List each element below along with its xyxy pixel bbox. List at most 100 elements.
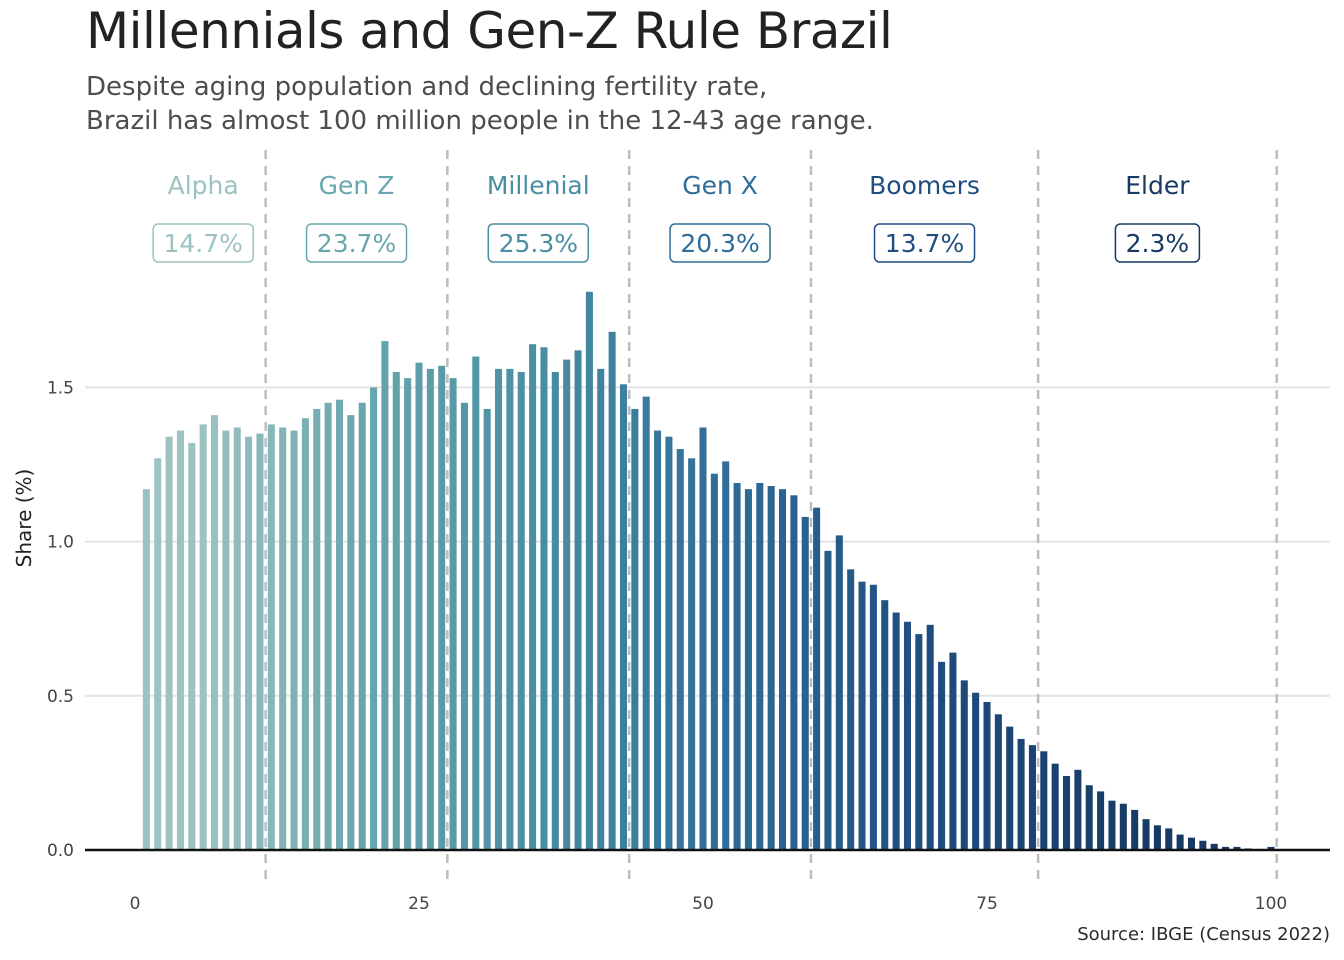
- bar: [415, 362, 423, 850]
- bar: [619, 384, 628, 850]
- generation-share-label: 2.3%: [1126, 229, 1190, 258]
- generation-share-label: 25.3%: [499, 229, 578, 258]
- bar: [279, 427, 287, 850]
- bar: [892, 612, 900, 850]
- bar: [926, 624, 934, 850]
- bar: [699, 427, 707, 850]
- bar: [790, 495, 798, 850]
- bar: [597, 368, 605, 850]
- generation-name: Boomers: [869, 171, 980, 200]
- generation-name: Gen X: [682, 171, 758, 200]
- bar: [210, 415, 219, 850]
- bar: [460, 402, 468, 850]
- bar: [199, 424, 207, 850]
- bar: [608, 331, 616, 850]
- bar: [256, 433, 264, 850]
- bar: [903, 621, 912, 850]
- subtitle-line-2: Brazil has almost 100 million people in …: [86, 106, 874, 136]
- generation-name: Gen Z: [319, 171, 395, 200]
- bar: [1165, 828, 1173, 850]
- bar: [472, 356, 480, 850]
- bar: [392, 371, 400, 850]
- generation-separators: [264, 150, 1278, 884]
- bar: [722, 461, 730, 850]
- bar: [756, 482, 764, 850]
- bar: [313, 408, 321, 850]
- bar: [744, 489, 752, 850]
- bar: [1085, 785, 1093, 850]
- bar: [563, 359, 571, 850]
- bar: [290, 430, 298, 850]
- bar: [847, 569, 855, 850]
- x-tick-label: 0: [130, 894, 141, 914]
- bar: [835, 535, 843, 850]
- bar: [1097, 791, 1105, 850]
- bar: [358, 402, 366, 850]
- bar: [915, 634, 923, 850]
- bar: [165, 436, 173, 850]
- bar: [676, 449, 684, 850]
- x-tick-label: 75: [976, 894, 998, 914]
- generation-share-box: [669, 223, 771, 263]
- bar: [960, 680, 968, 850]
- chart-title: Millennials and Gen-Z Rule Brazil: [86, 2, 893, 60]
- bar: [881, 600, 889, 850]
- bar: [1199, 840, 1207, 850]
- bar: [972, 692, 980, 850]
- bar: [483, 408, 491, 850]
- bar: [654, 430, 662, 850]
- bar: [188, 442, 196, 850]
- bar: [222, 430, 230, 850]
- bar: [1051, 763, 1059, 850]
- y-axis-ticks: 0.0 0.5 1.0 1.5: [47, 378, 74, 861]
- generation-name: Elder: [1125, 171, 1190, 200]
- bar: [858, 581, 866, 850]
- generation-share-box: [1114, 223, 1201, 263]
- bar: [642, 396, 650, 850]
- subtitle-line-1: Despite aging population and declining f…: [86, 72, 768, 102]
- bar: [1017, 738, 1025, 850]
- bar: [1233, 846, 1241, 850]
- bar: [370, 387, 378, 850]
- generation-share-box: [305, 223, 408, 263]
- bar: [1176, 834, 1184, 850]
- bar: [233, 427, 241, 850]
- bar: [813, 507, 821, 850]
- bar: [1210, 843, 1218, 850]
- bar: [949, 652, 957, 850]
- bar: [1006, 726, 1014, 850]
- generation-share-label: 14.7%: [163, 229, 242, 258]
- bar: [438, 365, 446, 850]
- bar: [1267, 846, 1275, 850]
- bar: [267, 424, 275, 850]
- bar: [631, 408, 639, 850]
- bar: [142, 489, 150, 850]
- x-tick-label: 50: [692, 894, 714, 914]
- bar: [1074, 769, 1082, 850]
- generation-share-box: [487, 223, 590, 263]
- x-axis-ticks: 0 25 50 75 100: [130, 894, 1288, 914]
- bar: [688, 458, 696, 850]
- bar: [1040, 751, 1048, 850]
- bar: [778, 489, 787, 850]
- bar: [983, 701, 991, 850]
- y-axis-label: Share (%): [12, 469, 36, 568]
- source-caption: Source: IBGE (Census 2022): [1077, 924, 1330, 945]
- bar: [710, 473, 718, 850]
- bars: [142, 291, 1275, 850]
- bar: [154, 458, 162, 850]
- generation-share-box: [873, 223, 976, 263]
- bar: [529, 344, 537, 850]
- bar: [347, 415, 355, 850]
- generation-share-box: [152, 223, 254, 263]
- bar: [1062, 775, 1071, 850]
- y-tick-label: 0.5: [47, 687, 74, 707]
- y-tick-label: 1.0: [47, 533, 74, 553]
- bar: [801, 516, 809, 850]
- bar: [551, 371, 559, 850]
- bar: [449, 378, 457, 850]
- bar: [767, 486, 775, 850]
- bar: [517, 371, 525, 850]
- generation-share-label: 20.3%: [680, 229, 759, 258]
